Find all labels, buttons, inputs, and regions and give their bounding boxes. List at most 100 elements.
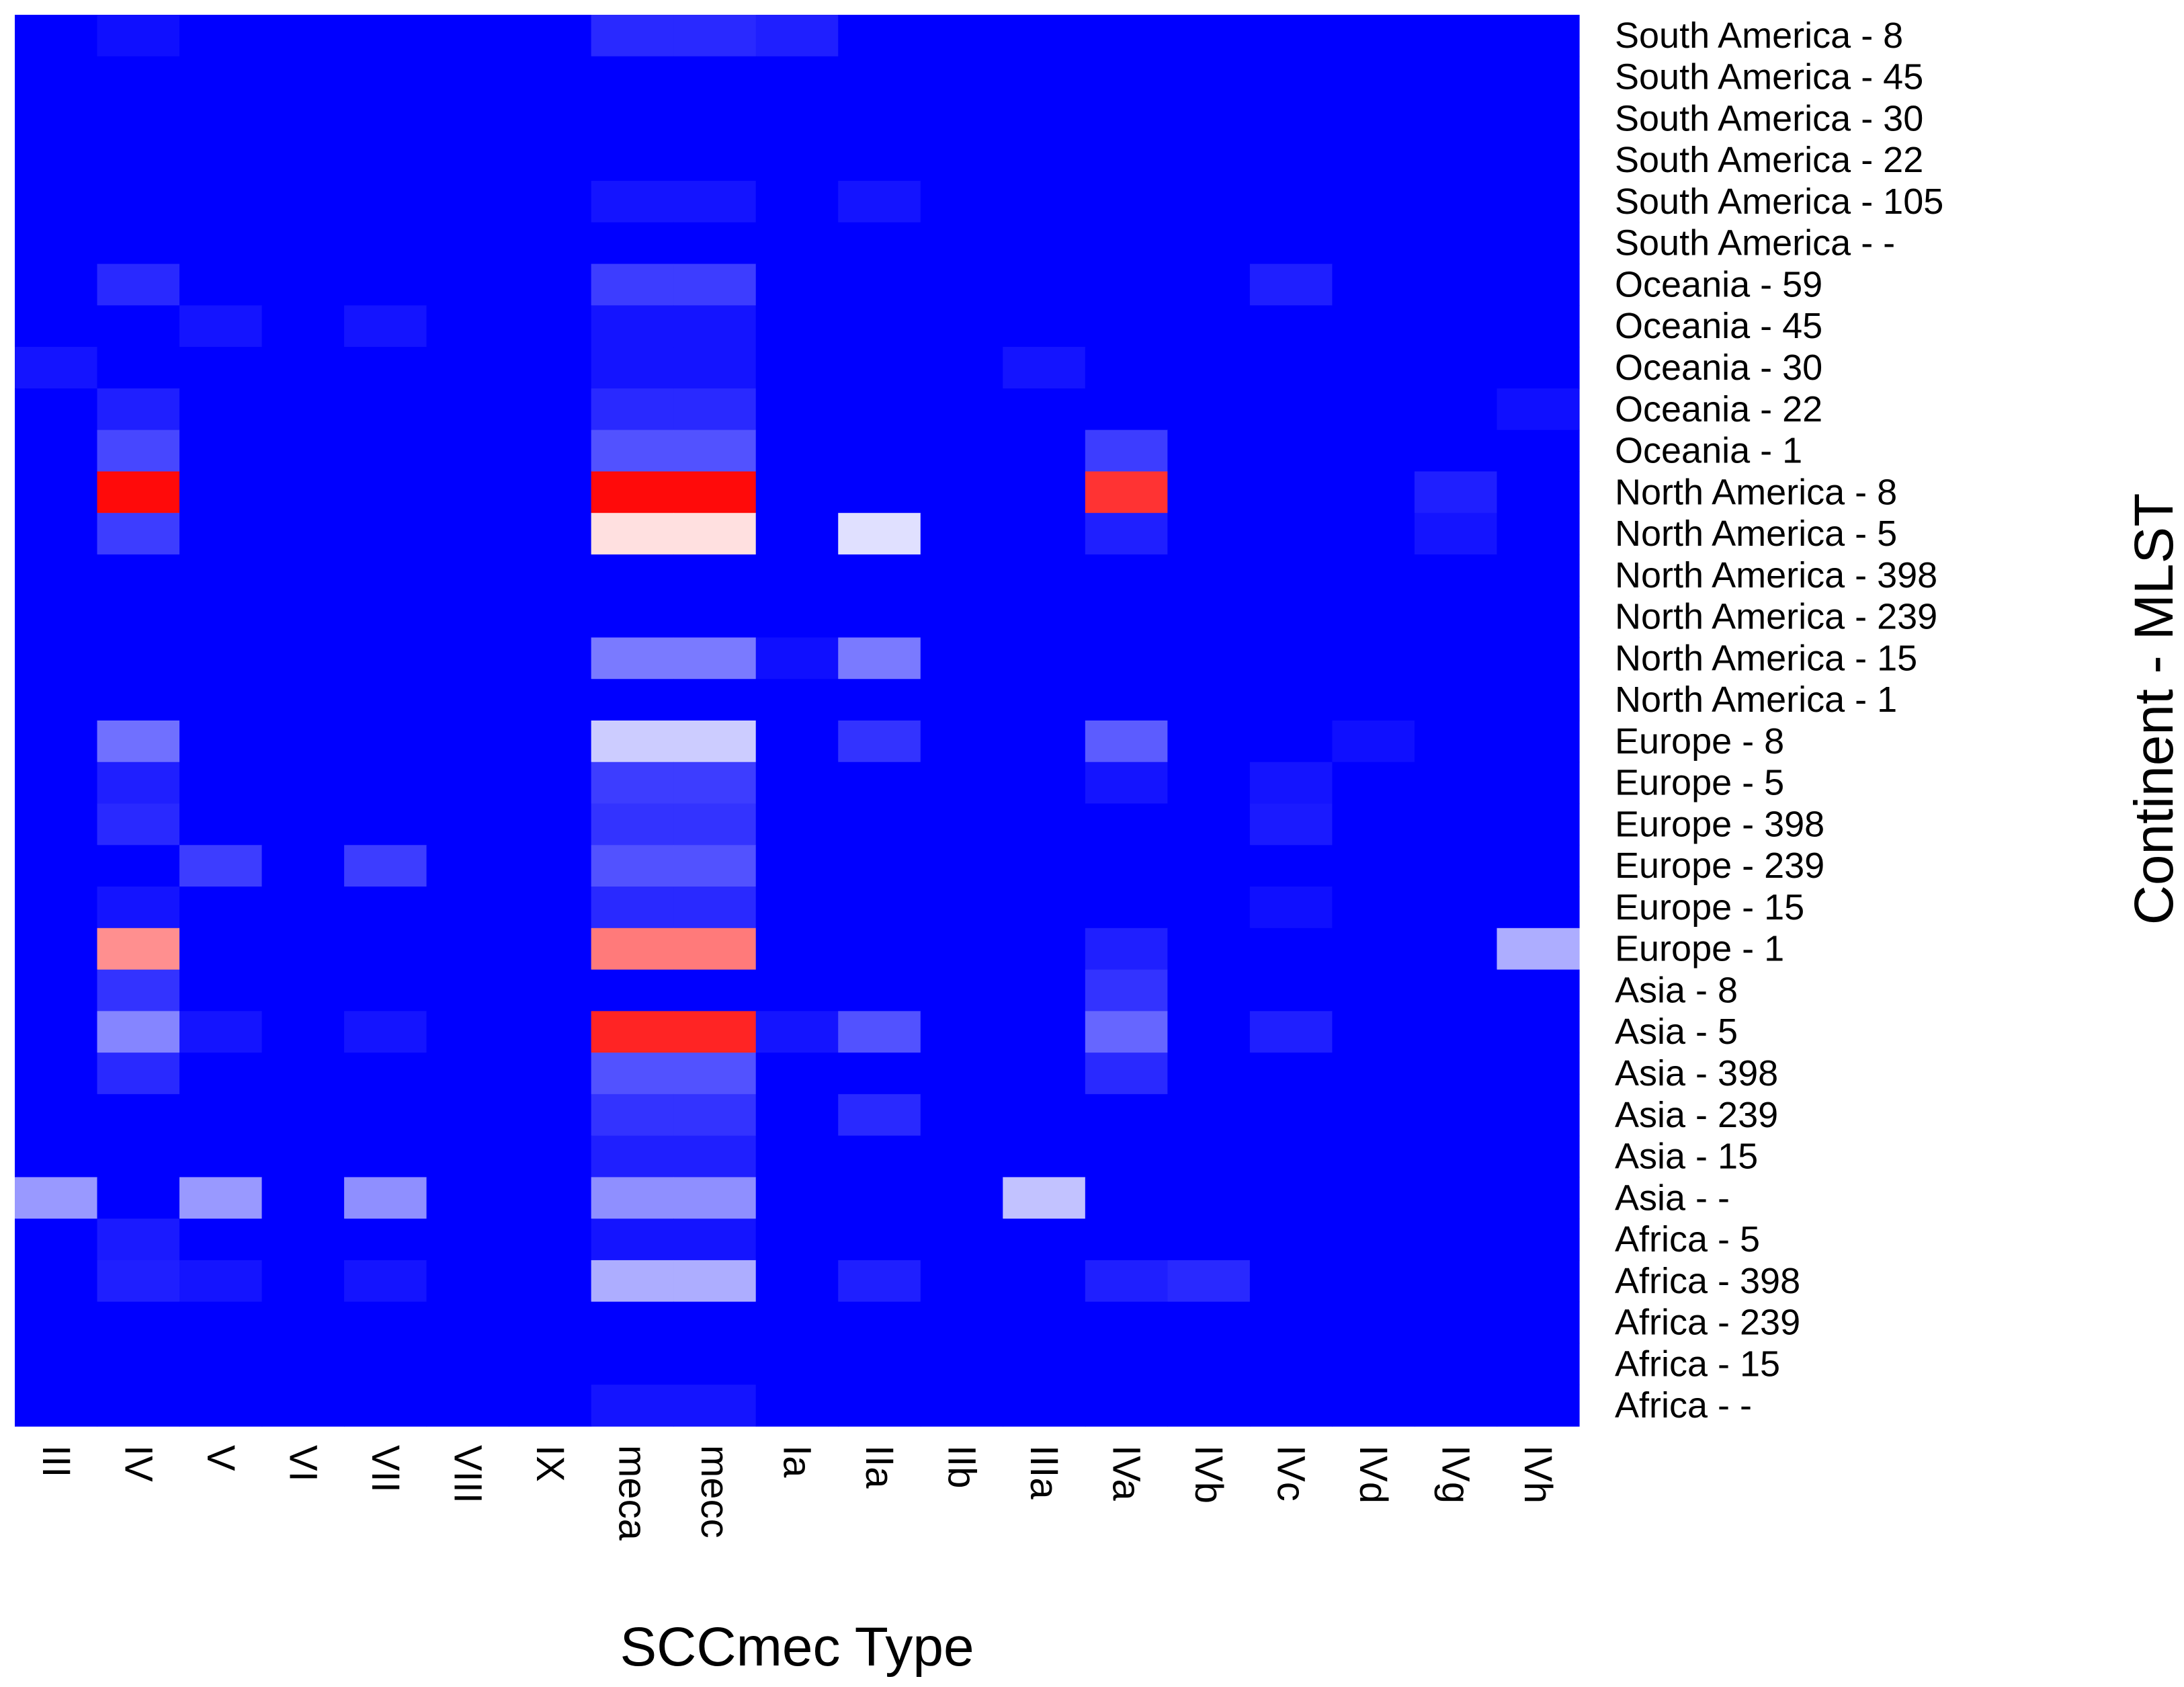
row-label: North America - 8 <box>1615 472 1897 512</box>
heatmap-cell <box>591 513 674 555</box>
heatmap-cell <box>673 1219 757 1261</box>
heatmap-cell <box>1497 721 1580 763</box>
heatmap-cell <box>838 429 921 472</box>
heatmap-cell <box>1003 222 1086 265</box>
heatmap-cell <box>755 471 839 513</box>
heatmap-cell <box>1003 1343 1086 1385</box>
heatmap-cell <box>1085 554 1168 597</box>
heatmap-cell <box>591 471 674 513</box>
heatmap-cell <box>838 1219 921 1261</box>
heatmap-cell <box>1249 15 1333 57</box>
heatmap-cell <box>426 803 509 846</box>
heatmap-cell <box>1414 347 1498 389</box>
row-label: South America - - <box>1615 223 1895 263</box>
heatmap-cell <box>1414 637 1498 680</box>
heatmap-cell <box>838 1094 921 1137</box>
heatmap-cell <box>1497 679 1580 721</box>
heatmap-cell <box>179 679 263 721</box>
row-label: North America - 5 <box>1615 513 1897 554</box>
heatmap-cell <box>1332 263 1415 306</box>
heatmap-cell <box>1414 305 1498 347</box>
column-label: IIa <box>857 1445 901 1489</box>
heatmap-cell <box>97 222 180 265</box>
heatmap-cell <box>1167 1135 1251 1178</box>
heatmap-cell <box>1249 97 1333 140</box>
heatmap-cell <box>97 679 180 721</box>
heatmap-cell <box>15 388 98 431</box>
heatmap-cell <box>1167 845 1251 887</box>
heatmap-cell <box>1414 1135 1498 1178</box>
heatmap-cell <box>179 15 263 57</box>
heatmap-cell <box>591 429 674 472</box>
heatmap-cell <box>1332 429 1415 472</box>
heatmap-cell <box>1249 471 1333 513</box>
heatmap-cell <box>920 762 1003 805</box>
heatmap-cell <box>15 1385 98 1427</box>
heatmap-cell <box>1167 1094 1251 1137</box>
heatmap-cell <box>426 679 509 721</box>
heatmap-cell <box>673 928 757 971</box>
heatmap-cell <box>1167 97 1251 140</box>
heatmap-cell <box>344 721 427 763</box>
heatmap-cell <box>1332 15 1415 57</box>
heatmap-cell <box>1167 928 1251 971</box>
heatmap-cell <box>426 181 509 223</box>
heatmap-cell <box>673 969 757 1012</box>
heatmap-cell <box>838 1177 921 1219</box>
heatmap-cell <box>1332 1011 1415 1053</box>
heatmap-cell <box>1085 1011 1168 1053</box>
heatmap-cell <box>344 1094 427 1137</box>
heatmap-cell <box>1167 679 1251 721</box>
heatmap-cell <box>15 928 98 971</box>
heatmap-cell <box>755 679 839 721</box>
heatmap-cell <box>838 388 921 431</box>
heatmap-cell <box>838 637 921 680</box>
heatmap-cell <box>509 513 592 555</box>
heatmap-cell <box>179 1135 263 1178</box>
heatmap-cell <box>1167 1053 1251 1095</box>
heatmap-cell <box>755 1260 839 1303</box>
heatmap-cell <box>1167 1011 1251 1053</box>
heatmap-cell <box>179 471 263 513</box>
heatmap-cell <box>509 679 592 721</box>
heatmap-cell <box>426 1094 509 1137</box>
heatmap-cell <box>509 1135 592 1178</box>
heatmap-cell <box>1414 1177 1498 1219</box>
heatmap-cell <box>261 1301 345 1344</box>
row-label: Europe - 8 <box>1615 721 1784 762</box>
heatmap-cell <box>920 1011 1003 1053</box>
heatmap-cell <box>1249 181 1333 223</box>
heatmap-cell <box>673 513 757 555</box>
heatmap-cell <box>15 1260 98 1303</box>
heatmap-cell <box>179 928 263 971</box>
heatmap-cell <box>920 969 1003 1012</box>
row-label: South America - 8 <box>1615 15 1903 56</box>
heatmap-cell <box>344 1177 427 1219</box>
heatmap-cell <box>1003 1011 1086 1053</box>
heatmap-cell <box>920 554 1003 597</box>
heatmap-cell <box>1085 969 1168 1012</box>
heatmap-cell <box>15 139 98 181</box>
heatmap-cell <box>179 595 263 639</box>
heatmap-cell <box>1003 928 1086 971</box>
heatmap-cell <box>1497 97 1580 140</box>
heatmap-cell <box>755 928 839 971</box>
heatmap-cell <box>509 429 592 472</box>
heatmap-cell <box>673 1177 757 1219</box>
heatmap-cell <box>1497 1135 1580 1178</box>
heatmap-cell <box>15 803 98 846</box>
heatmap-cell <box>509 721 592 763</box>
heatmap-cell <box>1414 887 1498 929</box>
heatmap-cell <box>179 56 263 99</box>
heatmap-cell <box>426 595 509 639</box>
heatmap-cell <box>15 263 98 306</box>
heatmap-cell <box>1414 554 1498 597</box>
row-label: Africa - 239 <box>1615 1303 1800 1343</box>
row-label: Africa - 398 <box>1615 1261 1800 1301</box>
heatmap-cell <box>15 845 98 887</box>
heatmap-cell <box>426 56 509 99</box>
heatmap-cell <box>261 181 345 223</box>
heatmap-cell <box>1085 803 1168 846</box>
heatmap-cell <box>1003 1177 1086 1219</box>
heatmap-cell <box>1332 139 1415 181</box>
